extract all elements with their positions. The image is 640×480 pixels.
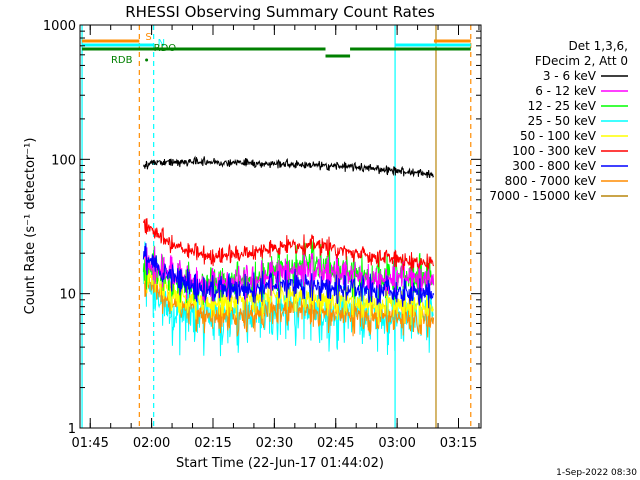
legend-entry-label: 12 - 25 keV xyxy=(528,99,597,113)
flag-marker-rdb xyxy=(145,58,149,62)
y-axis-label: Count Rate (s⁻¹ detector⁻¹) xyxy=(23,138,38,315)
flag-label-s: S xyxy=(145,32,151,43)
flag-label-n: N xyxy=(158,38,165,49)
y-tick-label: 1 xyxy=(68,422,76,437)
legend-entry-label: 50 - 100 keV xyxy=(520,129,597,143)
flag-label-rdo: RDO xyxy=(154,43,177,54)
series-line-300-800keV xyxy=(142,243,435,309)
legend-entry-label: 7000 - 15000 keV xyxy=(489,189,596,203)
series-line-50-100keV xyxy=(142,256,435,326)
y-axis: 1 10 100 1000 xyxy=(43,19,481,437)
x-tick-label: 02:45 xyxy=(317,436,354,451)
legend-header-detectors: Det 1,3,6, xyxy=(569,39,629,53)
x-tick-label: 01:45 xyxy=(71,436,108,451)
x-axis: 01:45 02:00 02:15 02:30 02:45 03:00 03:15 xyxy=(71,25,480,451)
x-axis-label: Start Time (22-Jun-17 01:44:02) xyxy=(176,456,384,471)
series-line-3-6keV xyxy=(142,155,435,179)
legend-entry-label: 800 - 7000 keV xyxy=(505,174,597,188)
x-tick-label: 02:15 xyxy=(194,436,231,451)
vertical-markers xyxy=(81,25,472,428)
y-tick-label: 100 xyxy=(51,153,76,168)
legend-entry-label: 300 - 800 keV xyxy=(512,159,596,173)
series-line-100-300keV xyxy=(142,218,435,271)
x-tick-label: 02:30 xyxy=(256,436,293,451)
footer-date-stamp: 1-Sep-2022 08:30 xyxy=(556,468,637,478)
series-layer xyxy=(142,155,435,357)
legend-entry-label: 100 - 300 keV xyxy=(512,144,596,158)
legend-entry-label: 6 - 12 keV xyxy=(535,84,597,98)
flag-label-rdb: RDB xyxy=(111,55,133,66)
x-tick-label: 03:15 xyxy=(440,436,477,451)
y-tick-label: 10 xyxy=(59,288,76,303)
chart-title: RHESSI Observing Summary Count Rates xyxy=(125,3,435,21)
plot-frame xyxy=(79,24,482,429)
legend-entry-label: 25 - 50 keV xyxy=(528,114,597,128)
x-tick-label: 02:00 xyxy=(133,436,170,451)
y-tick-label: 1000 xyxy=(43,19,76,34)
x-tick-label: 03:00 xyxy=(378,436,415,451)
legend-header-settings: FDecim 2, Att 0 xyxy=(535,54,628,68)
legend-entry-label: 3 - 6 keV xyxy=(543,69,597,83)
